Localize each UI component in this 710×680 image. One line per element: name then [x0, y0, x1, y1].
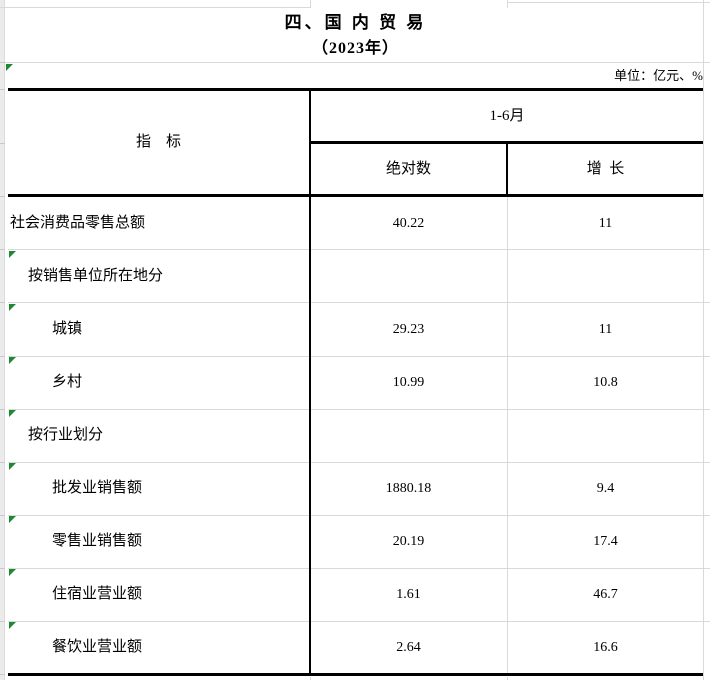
error-triangle-icon	[9, 569, 16, 576]
absolute-value-cell[interactable]: 29.23	[392, 322, 425, 337]
gridline	[5, 62, 710, 63]
growth-value-cell[interactable]	[508, 250, 703, 303]
absolute-value-cell[interactable]: 40.22	[392, 216, 425, 231]
growth-value-cell[interactable]: 10.8	[593, 375, 618, 390]
gridline	[703, 0, 704, 680]
edge-tick	[0, 143, 5, 144]
edge-tick	[0, 196, 5, 197]
error-triangle-icon	[9, 357, 16, 364]
growth-value-cell[interactable]: 17.4	[593, 534, 618, 549]
indicator-cell[interactable]: 住宿业营业额	[52, 586, 143, 602]
growth-value-cell[interactable]: 11	[598, 322, 613, 337]
indicator-cell[interactable]: 零售业销售额	[52, 533, 143, 549]
gridline	[0, 7, 310, 8]
edge-tick	[0, 89, 5, 90]
edge-tick	[0, 462, 5, 463]
growth-header-cell[interactable]: 增 长	[586, 161, 625, 177]
indicator-cell[interactable]: 社会消费品零售总额	[10, 215, 146, 231]
gridline	[8, 568, 710, 569]
indicator-cell[interactable]: 餐饮业营业额	[52, 639, 143, 655]
gridline	[310, 0, 311, 8]
unit-note: 单位：亿元、%	[614, 68, 703, 83]
edge-tick	[0, 621, 5, 622]
indicator-cell[interactable]: 按行业划分	[28, 427, 104, 443]
table-row: 城镇 29.23 11	[8, 303, 703, 356]
growth-value-cell[interactable]	[508, 409, 703, 462]
edge-tick	[0, 409, 5, 410]
table-row: 乡村 10.99 10.8	[8, 356, 703, 409]
gridline	[8, 462, 710, 463]
gridline	[8, 302, 710, 303]
table-bottom-border	[8, 673, 703, 676]
header-bottom-border	[8, 194, 703, 197]
absolute-value-cell[interactable]	[311, 250, 506, 303]
edge-tick	[0, 674, 5, 675]
title-block: 四、国 内 贸 易 （2023年）	[8, 8, 703, 61]
edge-tick	[0, 356, 5, 357]
indicator-cell[interactable]: 乡村	[52, 374, 83, 390]
unit-row-cell[interactable]: 单位：亿元、%	[8, 63, 703, 88]
indicator-cell[interactable]: 批发业销售额	[52, 480, 143, 496]
error-triangle-icon	[9, 622, 16, 629]
edge-tick	[0, 302, 5, 303]
gridline	[507, 677, 508, 680]
table-row: 批发业销售额 1880.18 9.4	[8, 462, 703, 515]
error-triangle-icon	[9, 304, 16, 311]
absolute-value-cell[interactable]: 20.19	[392, 534, 425, 549]
gridline	[8, 249, 710, 250]
gridline	[507, 0, 508, 8]
edge-tick	[0, 515, 5, 516]
error-triangle-icon	[9, 516, 16, 523]
table-row: 餐饮业营业额 2.64 16.6	[8, 621, 703, 674]
gridline	[8, 409, 710, 410]
gridline	[8, 356, 710, 357]
edge-tick	[0, 249, 5, 250]
gridline	[507, 2, 710, 3]
indicator-cell[interactable]: 城镇	[52, 321, 83, 337]
error-triangle-icon	[9, 410, 16, 417]
error-triangle-icon	[9, 251, 16, 258]
table-row: 住宿业营业额 1.61 46.7	[8, 568, 703, 621]
edge-tick	[0, 62, 5, 63]
absolute-value-cell[interactable]: 1880.18	[385, 481, 432, 496]
header-column-divider-border	[506, 141, 508, 197]
error-triangle-icon	[9, 463, 16, 470]
period-header-cell[interactable]: 1-6月	[489, 108, 525, 124]
indicator-cell[interactable]: 按销售单位所在地分	[28, 268, 164, 284]
growth-value-cell[interactable]: 16.6	[593, 640, 618, 655]
absolute-value-cell[interactable]: 2.64	[396, 640, 421, 655]
gridline	[507, 197, 508, 674]
growth-value-cell[interactable]: 9.4	[596, 481, 615, 496]
absolute-value-cell[interactable]	[311, 409, 506, 462]
table-top-border	[8, 88, 703, 91]
column-divider-border	[309, 88, 311, 676]
gridline	[8, 621, 710, 622]
absolute-header-cell[interactable]: 绝对数	[385, 161, 431, 177]
growth-value-cell[interactable]: 11	[598, 216, 613, 231]
growth-value-cell[interactable]: 46.7	[593, 587, 618, 602]
edge-tick	[0, 568, 5, 569]
table-row: 零售业销售额 20.19 17.4	[8, 515, 703, 568]
sheet-edge-strip	[0, 0, 5, 680]
table-row: 按销售单位所在地分	[8, 250, 703, 303]
absolute-value-cell[interactable]: 1.61	[396, 587, 421, 602]
gridline	[8, 515, 710, 516]
absolute-value-cell[interactable]: 10.99	[392, 375, 425, 390]
error-triangle-icon	[6, 64, 13, 71]
page-subtitle: （2023年）	[311, 40, 399, 57]
gridline	[310, 677, 311, 680]
table-row: 社会消费品零售总额 40.22 11	[8, 197, 703, 250]
indicator-header-cell[interactable]: 指 标	[135, 134, 181, 150]
table-row: 按行业划分	[8, 409, 703, 462]
page-title: 四、国 内 贸 易	[284, 13, 427, 32]
